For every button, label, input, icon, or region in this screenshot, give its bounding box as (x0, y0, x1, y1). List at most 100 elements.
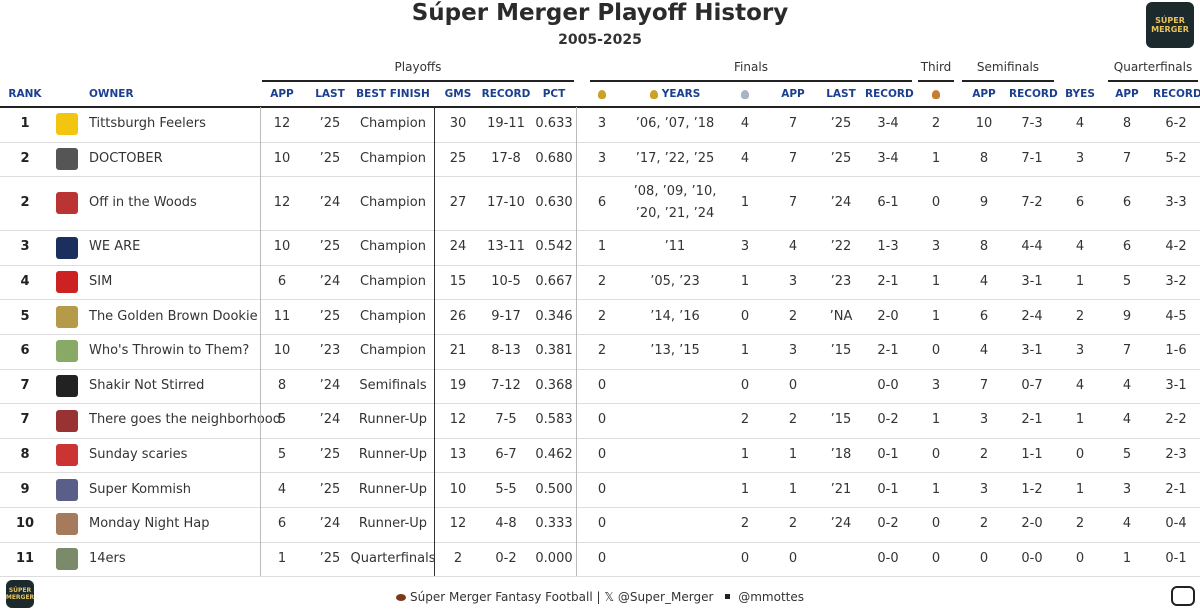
row-divider (0, 541, 1200, 543)
value-cell: 4 (1075, 116, 1085, 132)
value-cell: 1 (740, 447, 750, 463)
value-cell: 0.381 (535, 343, 573, 359)
rank-cell: 3 (20, 239, 30, 255)
value-cell: Champion (359, 195, 426, 211)
value-cell: 25 (449, 150, 467, 166)
value-cell: 0.667 (535, 274, 573, 290)
column-header: APP (972, 88, 996, 100)
value-cell: 19 (449, 377, 467, 393)
value-cell: 5-2 (1165, 150, 1187, 166)
value-cell: 6 (597, 195, 607, 211)
value-cell: 1 (1122, 550, 1132, 566)
value-cell: 0.368 (535, 377, 573, 393)
value-cell: 1 (1075, 274, 1085, 290)
value-cell: 10-5 (491, 274, 521, 290)
value-cell: 0 (740, 308, 750, 324)
value-cell: 6 (277, 274, 287, 290)
value-cell: 1 (931, 412, 941, 428)
value-cell: 7 (788, 195, 798, 211)
column-header: LAST (315, 88, 345, 100)
value-cell: 6 (1075, 195, 1085, 211)
value-cell: 0 (788, 550, 798, 566)
column-header: PCT (542, 88, 566, 100)
value-cell: 0 (1075, 447, 1085, 463)
value-cell: 3-4 (877, 116, 899, 132)
value-cell: ’22 (830, 239, 852, 255)
column-header: BEST FINISH (356, 88, 430, 100)
value-cell: Semifinals (359, 377, 427, 393)
value-cell: 2-3 (1165, 447, 1187, 463)
owner-cell: WE ARE (89, 239, 141, 255)
rank-cell: 1 (20, 116, 30, 132)
group-underline (962, 80, 1054, 82)
value-cell: Champion (359, 343, 426, 359)
value-cell: 1 (740, 274, 750, 290)
value-cell: 3-2 (1165, 274, 1187, 290)
value-cell: 2-1 (877, 343, 899, 359)
value-cell: 3 (597, 150, 607, 166)
value-cell: 2-0 (1021, 516, 1043, 532)
group-header: Semifinals (976, 60, 1040, 74)
column-header: APP (781, 88, 805, 100)
value-cell: 6-1 (877, 195, 899, 211)
value-cell: 9 (979, 195, 989, 211)
value-cell: 5 (1122, 274, 1132, 290)
value-cell: 0 (931, 550, 941, 566)
value-cell: ’25 (319, 116, 341, 132)
value-cell: 0-1 (877, 447, 899, 463)
row-divider (0, 576, 1200, 578)
column-header: RECORD (1009, 88, 1058, 100)
rank-cell: 2 (20, 150, 30, 166)
value-cell: 3 (1075, 343, 1085, 359)
owner-cell: 14ers (89, 550, 126, 566)
value-cell: 0 (597, 550, 607, 566)
value-cell: 12 (449, 516, 467, 532)
value-cell: 1 (1075, 412, 1085, 428)
value-cell: 0 (788, 377, 798, 393)
value-cell: 2 (740, 516, 750, 532)
value-cell: ’17, ’22, ’25 (635, 150, 715, 166)
medal-icon (649, 89, 658, 99)
column-header (921, 88, 951, 100)
value-cell: 5 (277, 447, 287, 463)
row-divider (0, 334, 1200, 335)
value-cell: 0 (597, 516, 607, 532)
value-cell: 7-3 (1021, 116, 1043, 132)
brand-logo-small: SÚPER MERGER (6, 580, 34, 608)
value-cell: Champion (359, 308, 426, 324)
row-divider (0, 437, 1200, 439)
value-cell: 13-11 (487, 239, 525, 255)
value-cell: 0.583 (535, 412, 573, 428)
value-cell: 7-5 (495, 412, 517, 428)
value-cell: 4 (1075, 377, 1085, 393)
value-cell: 5 (1122, 447, 1132, 463)
value-cell: 10 (975, 116, 993, 132)
column-header: LAST (826, 88, 856, 100)
column-header: YEARS (623, 88, 727, 100)
value-cell: Champion (359, 239, 426, 255)
rank-cell: 9 (20, 481, 30, 497)
value-cell: 2 (788, 516, 798, 532)
value-cell: 3 (931, 239, 941, 255)
value-cell: 9 (1122, 308, 1132, 324)
value-cell: 1-3 (877, 239, 899, 255)
value-cell: 6 (1122, 239, 1132, 255)
value-cell: Champion (359, 116, 426, 132)
value-cell: 0 (979, 550, 989, 566)
value-cell: 3-1 (1021, 343, 1043, 359)
medal-icon (598, 89, 606, 99)
value-cell: ’14, ’16 (650, 308, 700, 324)
value-cell: ’15 (830, 412, 852, 428)
value-cell: 0 (597, 412, 607, 428)
value-cell: 2 (979, 447, 989, 463)
value-cell: 1-1 (1021, 447, 1043, 463)
value-cell: Runner-Up (358, 412, 428, 428)
value-cell: 1 (740, 481, 750, 497)
column-divider (260, 107, 261, 577)
subtitle: 2005-2025 (558, 32, 642, 48)
rank-cell: 4 (20, 274, 30, 290)
value-cell: 7 (979, 377, 989, 393)
value-cell: 7 (788, 116, 798, 132)
row-divider (0, 264, 1200, 266)
value-cell: 4 (1122, 516, 1132, 532)
